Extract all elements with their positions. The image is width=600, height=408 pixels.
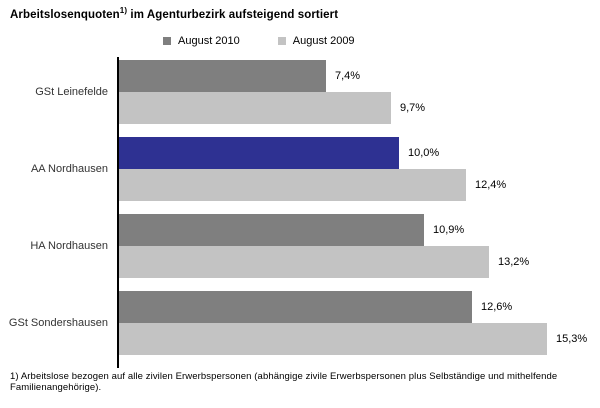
- bar: [119, 92, 391, 124]
- bar-group: AA Nordhausen 10,0% 12,4%: [0, 137, 600, 201]
- category-label: GSt Sondershausen: [8, 317, 108, 329]
- category-label: HA Nordhausen: [30, 240, 108, 252]
- bar: [119, 214, 424, 246]
- bar-value-label: 9,7%: [400, 102, 426, 114]
- bar: [119, 60, 326, 92]
- chart-title-rest: im Agenturbezirk aufsteigend sortiert: [127, 8, 339, 21]
- category-label: GSt Leinefelde: [35, 86, 108, 98]
- legend-label-august-2009: August 2009: [292, 35, 355, 47]
- bar-value-label: 15,3%: [556, 333, 588, 345]
- bar-group: HA Nordhausen 10,9% 13,2%: [0, 214, 600, 278]
- bar-chart: GSt Leinefelde 7,4% 9,7% AA Nordhausen 10,0%…: [0, 57, 600, 368]
- legend-label-august-2010: August 2010: [178, 35, 240, 47]
- bar-value-label: 10,9%: [433, 224, 465, 236]
- category-label: AA Nordhausen: [30, 163, 108, 175]
- bar-row: 9,7%: [119, 92, 600, 124]
- legend: August 2010 August 2009: [163, 35, 355, 47]
- legend-swatch-august-2009: [277, 37, 286, 45]
- bar-pair: 10,0% 12,4%: [119, 137, 600, 201]
- bar-row: 7,4%: [119, 60, 600, 92]
- bar-row: 15,3%: [119, 323, 600, 355]
- bar-pair: 10,9% 13,2%: [119, 214, 600, 278]
- bar-value-label: 12,6%: [481, 301, 513, 313]
- bar: [119, 291, 472, 323]
- bar-value-label: 12,4%: [475, 179, 507, 191]
- bar-row: 13,2%: [119, 246, 600, 278]
- bar: [119, 137, 399, 169]
- bar: [119, 323, 547, 355]
- y-axis-line: [117, 57, 119, 368]
- chart-title: Arbeitslosenquoten1) im Agenturbezirk au…: [10, 6, 338, 21]
- bar-row: 10,9%: [119, 214, 600, 246]
- chart-title-footnote-marker: 1): [119, 6, 128, 15]
- legend-swatch-august-2010: [163, 37, 171, 45]
- bar-pair: 7,4% 9,7%: [119, 60, 600, 124]
- bar-pair: 12,6% 15,3%: [119, 291, 600, 355]
- footnote: 1) Arbeitslose bezogen auf alle zivilen …: [10, 371, 558, 393]
- bar: [119, 169, 466, 201]
- bar-row: 12,6%: [119, 291, 600, 323]
- legend-item-august-2009: August 2009: [277, 35, 355, 47]
- bar-value-label: 10,0%: [408, 147, 440, 159]
- bar-value-label: 7,4%: [335, 70, 361, 82]
- legend-item-august-2010: August 2010: [163, 35, 240, 47]
- bar-row: 10,0%: [119, 137, 600, 169]
- bar: [119, 246, 489, 278]
- bar-value-label: 13,2%: [498, 256, 530, 268]
- bar-row: 12,4%: [119, 169, 600, 201]
- chart-title-main: Arbeitslosenquoten: [10, 8, 120, 21]
- bar-group: GSt Sondershausen 12,6% 15,3%: [0, 291, 600, 355]
- bar-group: GSt Leinefelde 7,4% 9,7%: [0, 60, 600, 124]
